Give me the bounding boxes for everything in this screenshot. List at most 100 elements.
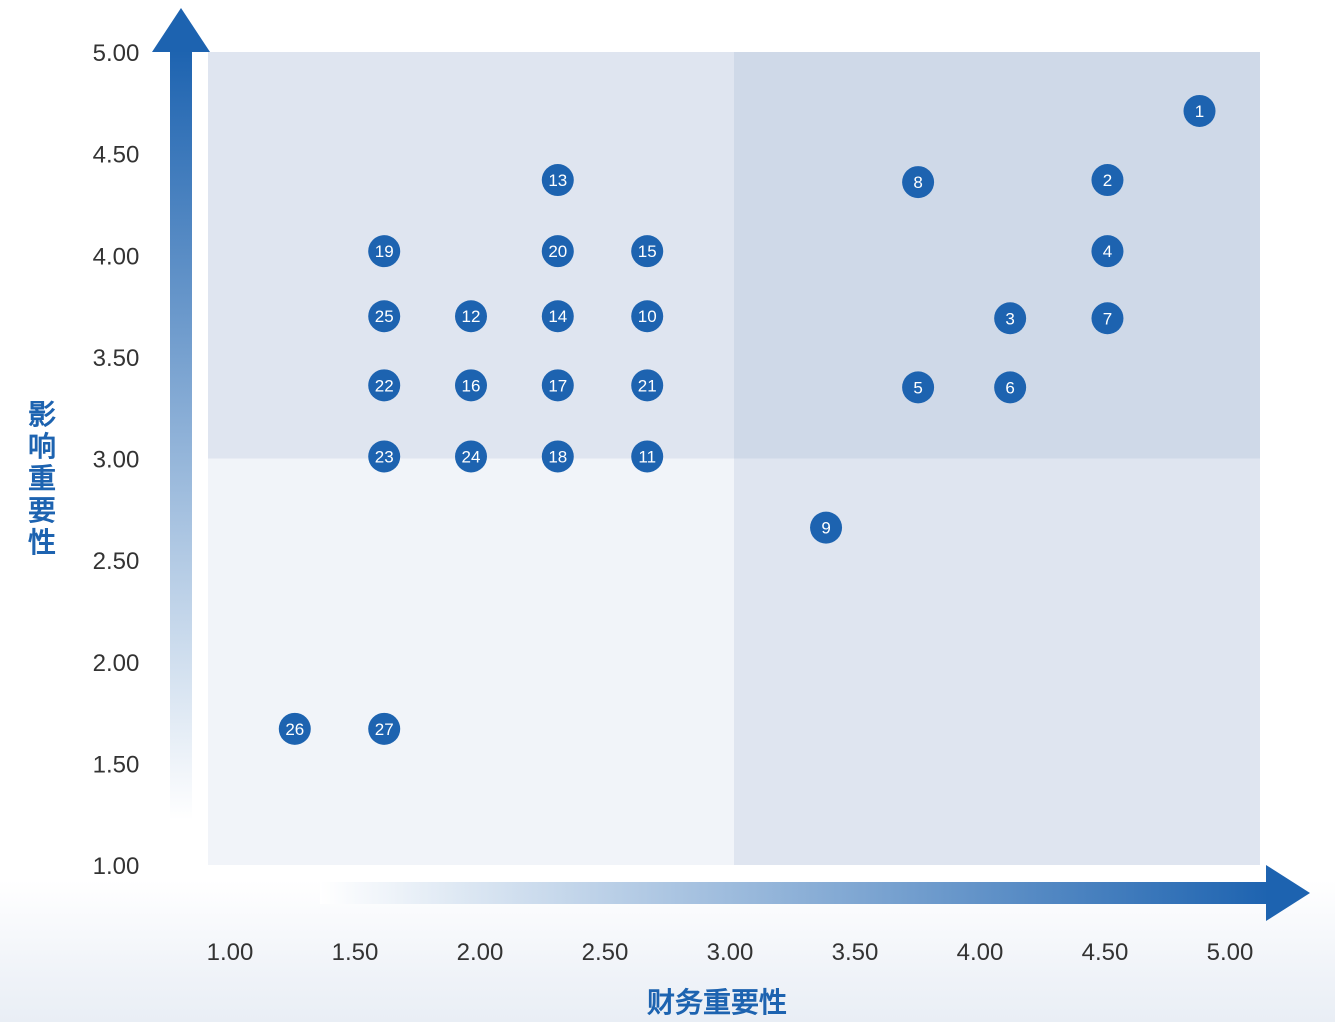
data-point-marker [810, 511, 843, 544]
x-tick-label: 1.00 [207, 939, 254, 966]
data-point-label: 6 [1005, 378, 1014, 397]
data-point-label: 7 [1103, 309, 1112, 328]
data-point: 22 [368, 369, 401, 402]
y-tick-label: 4.50 [93, 142, 140, 169]
data-point: 5 [902, 371, 935, 404]
data-point-marker [278, 712, 311, 745]
data-point-marker [541, 235, 574, 268]
data-point-marker [455, 440, 487, 473]
y-tick-label: 4.00 [93, 243, 140, 270]
data-point: 12 [455, 300, 487, 333]
x-tick-label: 4.50 [1082, 939, 1129, 966]
data-point: 3 [994, 302, 1027, 335]
data-point-label: 1 [1195, 102, 1204, 121]
data-point-marker [368, 712, 401, 745]
y-axis-title-char: 重 [28, 462, 56, 495]
y-tick-label: 1.50 [93, 751, 140, 778]
data-point-label: 4 [1103, 242, 1112, 261]
data-point-marker [1091, 164, 1124, 197]
data-point-label: 17 [548, 376, 567, 395]
data-point-label: 16 [462, 376, 481, 395]
data-point: 11 [631, 440, 664, 473]
quadrant-bottom-left [208, 458, 734, 865]
y-axis-title-char: 响 [28, 430, 56, 463]
quadrant-top-right [734, 52, 1260, 459]
x-axis-title: 财务重要性 [647, 986, 787, 1019]
y-tick-label: 5.00 [93, 40, 140, 67]
data-point: 15 [631, 235, 664, 268]
data-point: 4 [1091, 235, 1124, 268]
data-point-label: 27 [375, 720, 394, 739]
data-point-marker [631, 440, 664, 473]
data-point: 16 [455, 369, 487, 402]
data-point-marker [631, 235, 664, 268]
data-point-label: 2 [1103, 171, 1112, 190]
x-tick-label: 3.00 [707, 939, 754, 966]
data-point: 26 [278, 712, 311, 745]
x-tick-labels: 1.00 1.50 2.00 2.50 3.00 3.50 4.00 4.50 5.00 [207, 939, 1254, 966]
x-tick-label: 5.00 [1207, 939, 1254, 966]
y-tick-label: 2.00 [93, 650, 140, 677]
data-point-marker [541, 164, 574, 197]
data-point: 13 [541, 164, 574, 197]
data-point: 14 [541, 300, 574, 333]
data-point-label: 3 [1005, 309, 1014, 328]
data-point-marker [368, 235, 401, 268]
data-point-marker [1091, 235, 1124, 268]
data-point-label: 15 [638, 242, 657, 261]
data-point-label: 24 [462, 447, 481, 466]
data-point-label: 13 [548, 171, 567, 190]
y-tick-labels: 1.00 1.50 2.00 2.50 3.00 3.50 4.00 4.50 5.00 [93, 40, 140, 880]
x-tick-label: 1.50 [332, 939, 379, 966]
data-point-label: 18 [548, 447, 567, 466]
data-point-label: 23 [375, 447, 394, 466]
data-point: 6 [994, 371, 1027, 404]
x-tick-label: 4.00 [957, 939, 1004, 966]
data-point-marker [541, 369, 574, 402]
y-axis-title: 影响重要性 [28, 398, 56, 559]
data-point: 18 [541, 440, 574, 473]
data-point: 9 [810, 511, 843, 544]
data-point: 25 [368, 300, 401, 333]
data-point-marker [1183, 94, 1216, 127]
data-point-marker [994, 371, 1027, 404]
data-point-label: 5 [913, 378, 922, 397]
y-tick-label: 1.00 [93, 853, 140, 880]
y-axis-arrowhead [152, 8, 210, 52]
data-point-label: 10 [638, 307, 657, 326]
data-point: 2 [1091, 164, 1124, 197]
data-point-label: 19 [375, 242, 394, 261]
data-point-label: 14 [548, 307, 567, 326]
data-point: 1 [1183, 94, 1216, 127]
data-point-label: 8 [913, 173, 922, 192]
y-tick-label: 3.50 [93, 345, 140, 372]
data-point-marker [541, 440, 574, 473]
data-point-marker [368, 440, 401, 473]
data-point: 27 [368, 712, 401, 745]
data-point: 20 [541, 235, 574, 268]
data-point-label: 20 [548, 242, 567, 261]
data-point-label: 21 [638, 376, 657, 395]
data-point-marker [1091, 302, 1124, 335]
data-point: 19 [368, 235, 401, 268]
y-axis-title-char: 性 [28, 526, 56, 559]
data-point-label: 25 [375, 307, 394, 326]
data-point-marker [455, 300, 487, 333]
y-tick-label: 2.50 [93, 548, 140, 575]
data-point-marker [994, 302, 1027, 335]
x-tick-label: 2.00 [457, 939, 504, 966]
data-point-marker [631, 369, 664, 402]
data-point: 21 [631, 369, 664, 402]
data-point-marker [368, 369, 401, 402]
data-point-marker [455, 369, 487, 402]
data-point-marker [902, 166, 935, 199]
axes [152, 8, 1310, 921]
x-tick-label: 2.50 [582, 939, 629, 966]
data-point-marker [902, 371, 935, 404]
data-point: 10 [631, 300, 664, 333]
data-point: 8 [902, 166, 935, 199]
x-axis-arrowhead [1266, 865, 1310, 921]
data-point-marker [631, 300, 664, 333]
data-point-label: 22 [375, 376, 394, 395]
